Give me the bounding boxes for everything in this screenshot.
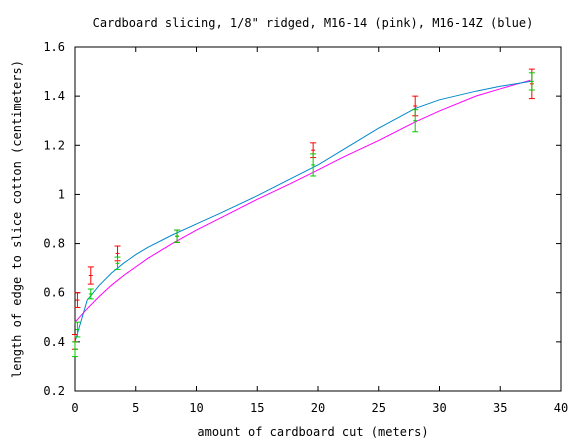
data-point-series-1: [87, 266, 94, 285]
x-tick-label: 10: [189, 401, 203, 415]
x-tick-label: 20: [311, 401, 325, 415]
data-point-series-1: [74, 292, 81, 308]
fit-curve-2: [74, 80, 531, 343]
data-point-series-2: [528, 72, 535, 91]
data-point-series-2: [87, 288, 94, 300]
y-tick-label: 0.8: [43, 237, 65, 251]
y-axis-label: length of edge to slice cotton (centimet…: [10, 60, 24, 378]
y-tick-label: 0.2: [43, 384, 65, 398]
data-point-series-2: [310, 153, 317, 177]
x-tick-label: 15: [250, 401, 264, 415]
data-point-series-2: [174, 229, 181, 243]
x-tick-label: 40: [554, 401, 568, 415]
data-point-series-2: [72, 341, 78, 358]
fit-curve-1: [74, 79, 531, 323]
chart-title: Cardboard slicing, 1/8" ridged, M16-14 (…: [93, 16, 534, 30]
y-tick-label: 1: [58, 187, 65, 201]
data-point-series-2: [114, 256, 121, 270]
y-tick-label: 0.4: [43, 335, 65, 349]
data-point-series-2: [74, 321, 81, 338]
x-tick-label: 25: [372, 401, 386, 415]
y-tick-label: 0.6: [43, 286, 65, 300]
plot-frame: [74, 46, 562, 392]
y-tick-label: 1.4: [43, 89, 65, 103]
x-tick-label: 5: [132, 401, 139, 415]
x-axis-label: amount of cardboard cut (meters): [197, 425, 428, 439]
y-tick-label: 1.6: [43, 40, 65, 54]
y-tick-label: 1.2: [43, 138, 65, 152]
data-point-series-2: [412, 109, 419, 133]
x-tick-label: 30: [432, 401, 446, 415]
x-tick-label: 35: [493, 401, 507, 415]
x-tick-label: 0: [71, 401, 78, 415]
